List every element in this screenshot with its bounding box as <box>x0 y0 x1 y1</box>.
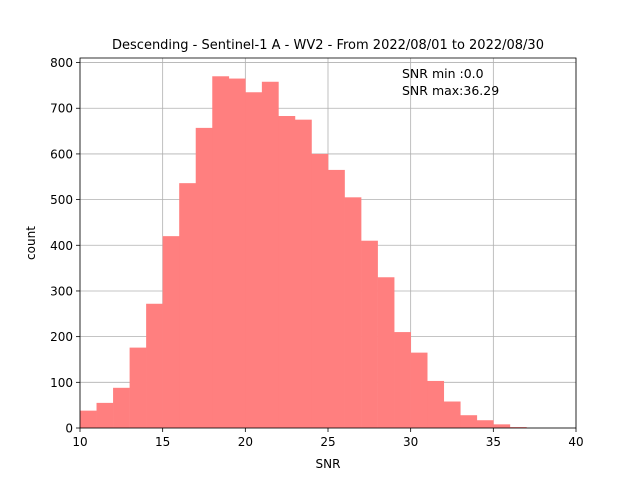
x-tick-label: 40 <box>568 435 583 449</box>
x-tick-label: 10 <box>72 435 87 449</box>
y-tick-label: 800 <box>50 56 73 70</box>
y-tick-label: 400 <box>50 239 73 253</box>
histogram-bar <box>113 387 130 428</box>
histogram-bar <box>294 119 312 429</box>
histogram-bar <box>195 127 213 428</box>
histogram-bar <box>476 420 494 428</box>
histogram-bars <box>80 76 527 429</box>
x-tick-label: 15 <box>155 435 170 449</box>
y-tick-label: 600 <box>50 147 73 161</box>
y-axis-label: count <box>24 226 38 260</box>
histogram-bar <box>460 415 478 428</box>
histogram-bar <box>96 402 114 428</box>
y-tick-label: 700 <box>50 102 73 116</box>
histogram-bar <box>377 277 395 428</box>
histogram-bar <box>328 169 345 428</box>
histogram-bar <box>129 347 147 428</box>
y-tick-label: 0 <box>65 422 73 436</box>
histogram-bar <box>162 236 180 428</box>
histogram-bar <box>179 183 197 428</box>
snr-min-annotation: SNR min :0.0 <box>402 66 484 81</box>
snr-max-annotation: SNR max:36.29 <box>402 83 499 98</box>
histogram-bar <box>509 427 527 428</box>
y-tick-label: 100 <box>50 376 73 390</box>
x-tick-label: 35 <box>486 435 501 449</box>
histogram-bar <box>212 76 230 428</box>
y-tick-label: 300 <box>50 284 73 298</box>
histogram-bar <box>261 81 279 429</box>
chart-title: Descending - Sentinel-1 A - WV2 - From 2… <box>112 38 544 53</box>
histogram-bar <box>394 332 411 428</box>
x-tick-label: 20 <box>238 435 253 449</box>
x-tick-label: 25 <box>320 435 335 449</box>
histogram-bar <box>228 78 246 429</box>
y-tick-label: 200 <box>50 330 73 344</box>
histogram-bar <box>245 92 263 428</box>
histogram-bar <box>146 303 163 428</box>
histogram-bar <box>311 153 329 429</box>
x-tick-label: 30 <box>403 435 418 449</box>
x-axis-label: SNR <box>316 457 341 471</box>
histogram-bar <box>344 197 362 428</box>
histogram-bar <box>278 116 296 429</box>
x-axis-ticks: 10 15 20 25 30 35 40 <box>72 428 584 449</box>
histogram-bar <box>361 240 378 428</box>
histogram-bar <box>410 352 428 428</box>
histogram-bar <box>80 410 97 428</box>
y-axis-ticks: 0 100 200 300 400 500 600 700 800 <box>50 56 80 436</box>
histogram-bar <box>427 380 445 428</box>
histogram-bar <box>443 401 461 428</box>
histogram-bar <box>493 424 511 428</box>
y-tick-label: 500 <box>50 193 73 207</box>
